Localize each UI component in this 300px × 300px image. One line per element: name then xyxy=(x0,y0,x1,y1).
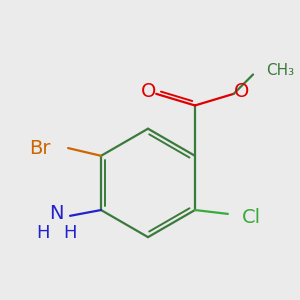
Text: O: O xyxy=(234,82,249,101)
Text: H: H xyxy=(36,224,50,242)
Text: H: H xyxy=(63,224,77,242)
Text: O: O xyxy=(141,82,156,101)
Text: N: N xyxy=(49,204,64,224)
Text: Br: Br xyxy=(29,139,51,158)
Text: CH₃: CH₃ xyxy=(267,63,295,78)
Text: Cl: Cl xyxy=(242,208,261,227)
